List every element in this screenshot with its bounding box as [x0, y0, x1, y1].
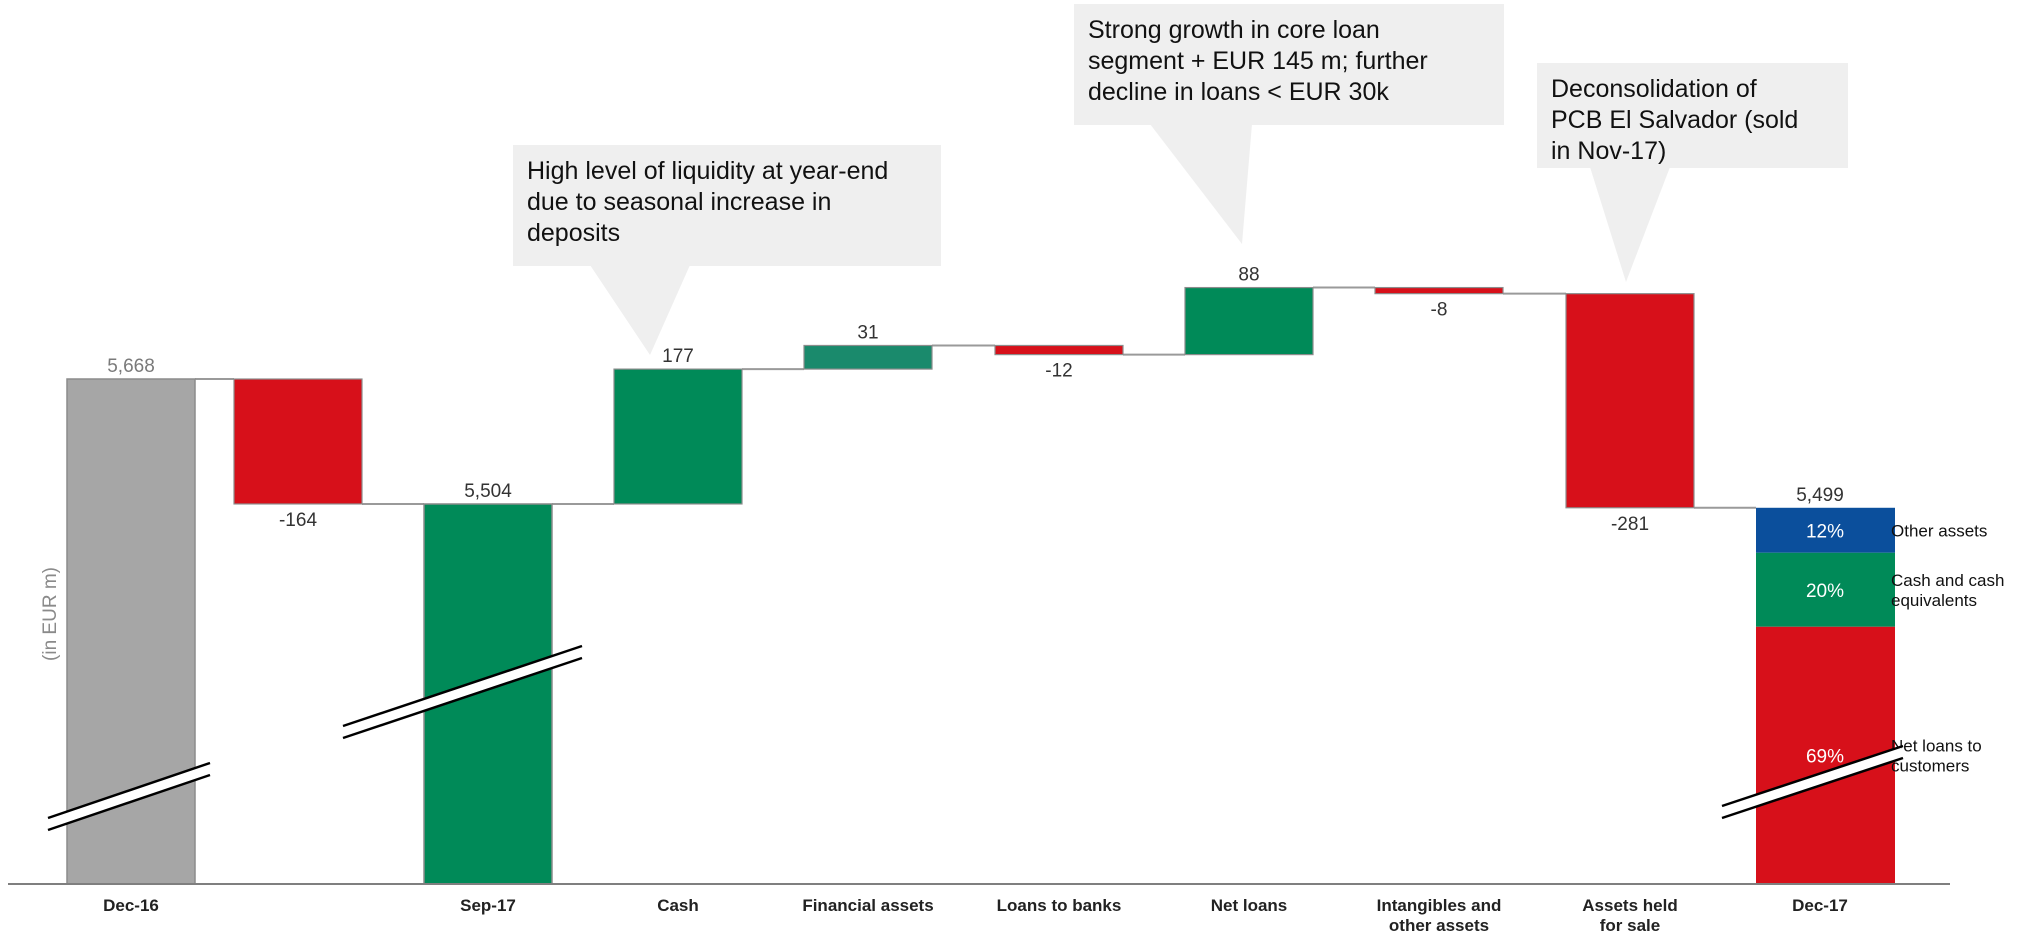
category-label: for sale: [1600, 916, 1660, 934]
callout-text: in Nov-17): [1551, 137, 1666, 165]
stack-pct-label: 20%: [1806, 581, 1844, 602]
callout-text: Strong growth in core loan: [1088, 16, 1380, 44]
category-label: Assets held: [1582, 896, 1677, 915]
delta-bar: [1185, 288, 1313, 355]
y-axis-label: (in EUR m): [40, 567, 61, 661]
value-label: -281: [1611, 514, 1649, 535]
stack-legend-label: Other assets: [1891, 521, 1987, 540]
category-label: other assets: [1389, 916, 1489, 934]
category-label: Sep-17: [460, 896, 516, 915]
callout-text: High level of liquidity at year-end: [527, 157, 888, 185]
callout-text: PCB El Salvador (sold: [1551, 106, 1798, 134]
callout-text: deposits: [527, 219, 620, 247]
value-label: -12: [1045, 361, 1072, 382]
category-label: Cash: [657, 896, 699, 915]
delta-bar: [804, 345, 932, 369]
stack-legend-label: Cash and cash: [1891, 571, 2004, 590]
delta-bar: [1375, 288, 1503, 294]
stack-legend-label: equivalents: [1891, 591, 1977, 610]
category-label: Dec-16: [103, 896, 159, 915]
category-label: Loans to banks: [997, 896, 1122, 915]
callout-pointer: [590, 265, 690, 355]
value-label: 5,504: [464, 481, 512, 502]
value-label: 5,499: [1796, 485, 1844, 506]
category-label: Net loans: [1211, 896, 1288, 915]
stack-pct-label: 69%: [1806, 746, 1844, 767]
callout-pointer: [1590, 167, 1670, 282]
value-label: 31: [857, 322, 878, 343]
callout-text: decline in loans < EUR 30k: [1088, 78, 1389, 106]
delta-bar: [614, 369, 742, 504]
category-label: Dec-17: [1792, 896, 1848, 915]
category-label: Intangibles and: [1377, 896, 1502, 915]
value-label: 88: [1238, 265, 1259, 286]
delta-bar: [234, 379, 362, 504]
value-label: 5,668: [107, 356, 155, 377]
callout-text: Deconsolidation of: [1551, 75, 1757, 103]
delta-bar: [1566, 294, 1694, 508]
callout-pointer: [1150, 124, 1252, 244]
stack-pct-label: 12%: [1806, 521, 1844, 542]
callout-text: due to seasonal increase in: [527, 188, 831, 216]
value-label: -8: [1431, 300, 1448, 321]
value-label: 177: [662, 346, 694, 367]
delta-bar: [995, 345, 1123, 354]
callout-text: segment + EUR 145 m; further: [1088, 47, 1428, 75]
value-label: -164: [279, 510, 317, 531]
category-label: Financial assets: [802, 896, 933, 915]
stack-legend-label: Net loans to: [1891, 736, 1982, 755]
